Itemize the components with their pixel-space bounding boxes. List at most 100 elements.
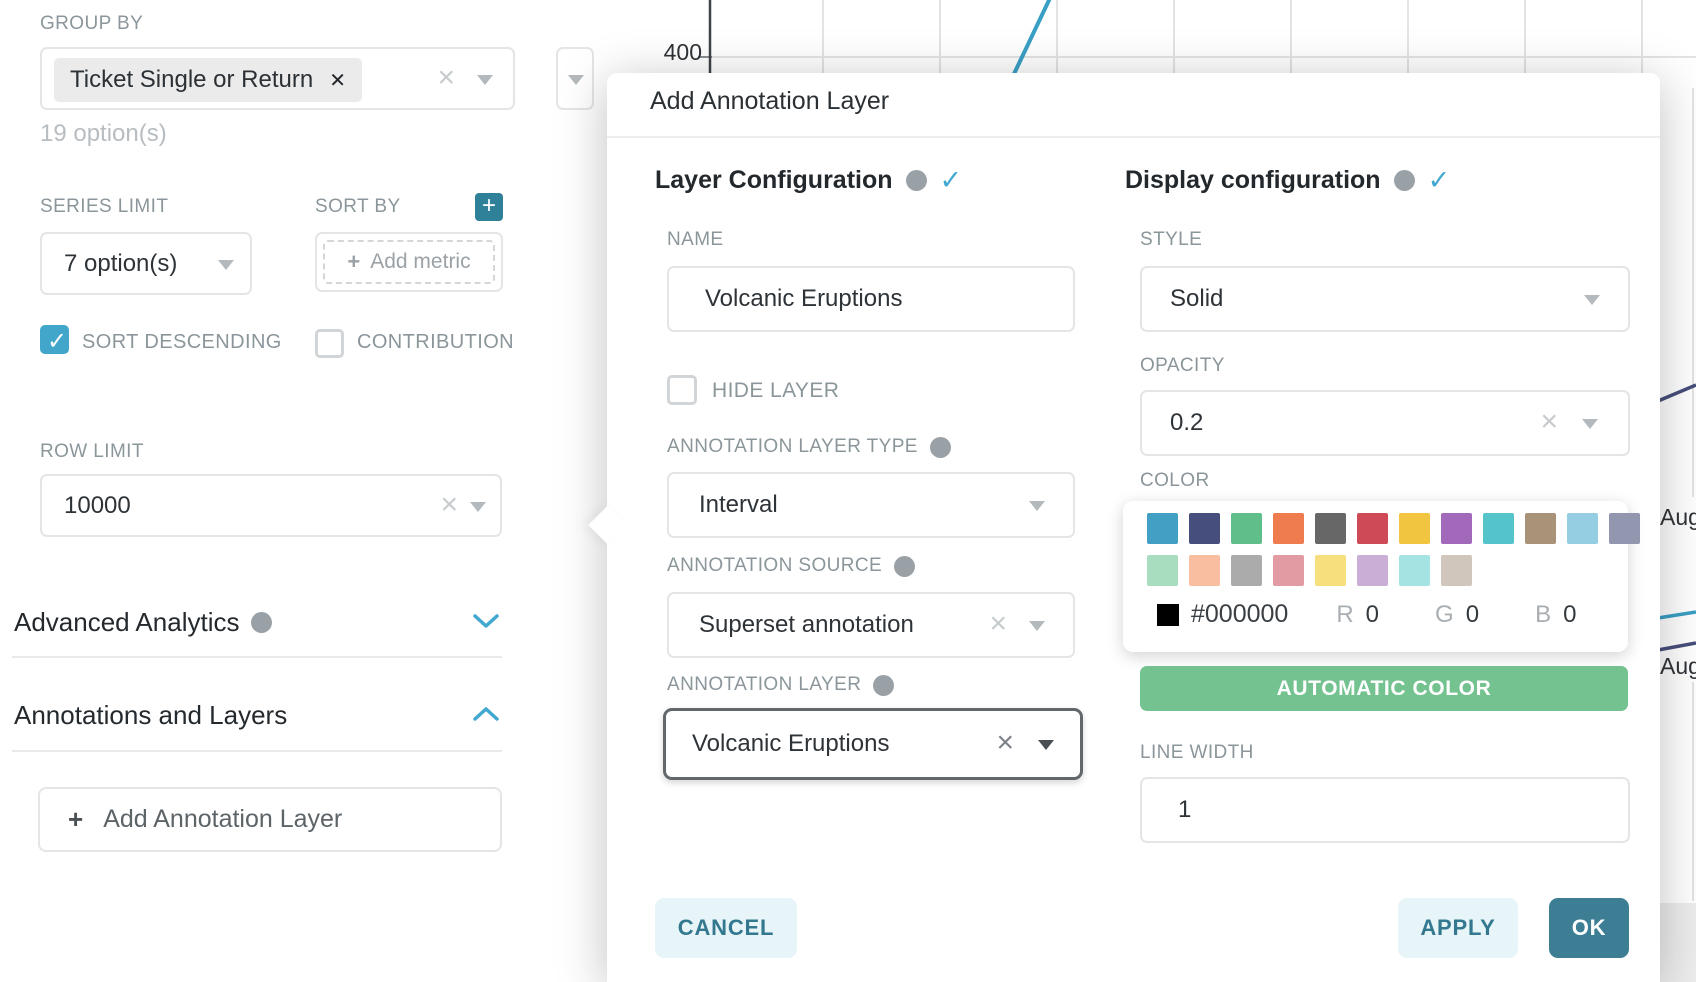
r-value[interactable]: 0 <box>1365 600 1380 628</box>
clear-icon[interactable] <box>437 62 455 92</box>
selected-color-square <box>1157 603 1179 626</box>
advanced-analytics-title: Advanced Analytics <box>14 607 240 637</box>
color-swatch[interactable] <box>1189 513 1220 544</box>
apply-button[interactable]: APPLY <box>1398 898 1518 958</box>
color-swatch[interactable] <box>1357 513 1388 544</box>
chevron-up-icon[interactable] <box>472 705 500 723</box>
info-icon[interactable] <box>929 436 951 458</box>
style-label: STYLE <box>1140 229 1203 250</box>
cancel-button[interactable]: CANCEL <box>655 898 797 958</box>
g-value[interactable]: 0 <box>1465 600 1480 628</box>
x-axis-label-aug-2: Aug <box>1660 653 1696 679</box>
color-swatch[interactable] <box>1441 513 1472 544</box>
chevron-down-icon <box>477 74 493 85</box>
color-swatch[interactable] <box>1273 555 1304 586</box>
annotation-source-row: ANNOTATION SOURCE <box>667 555 916 577</box>
hex-value[interactable]: #000000 <box>1191 600 1289 628</box>
contribution-label: CONTRIBUTION <box>357 331 515 353</box>
color-swatch[interactable] <box>1147 555 1178 586</box>
series-limit-value: 7 option(s) <box>64 249 178 277</box>
group-by-tag[interactable]: Ticket Single or Return <box>54 58 362 102</box>
annotation-layer-type-label: ANNOTATION LAYER TYPE <box>667 436 918 457</box>
layer-configuration-title: Layer Configuration <box>655 166 893 194</box>
chevron-down-icon[interactable] <box>472 612 500 630</box>
style-select[interactable]: Solid <box>1140 266 1630 332</box>
sort-descending-checkbox[interactable] <box>40 325 69 356</box>
color-swatch[interactable] <box>1609 513 1640 544</box>
clear-icon[interactable] <box>440 489 458 519</box>
hide-layer-checkbox[interactable] <box>667 375 697 405</box>
color-swatch[interactable] <box>1189 555 1220 586</box>
opacity-value: 0.2 <box>1170 409 1204 436</box>
b-value[interactable]: 0 <box>1563 600 1577 628</box>
info-icon[interactable] <box>1393 170 1415 191</box>
modal-title: Add Annotation Layer <box>650 87 890 115</box>
chevron-down-icon <box>568 74 584 85</box>
clear-icon[interactable] <box>996 728 1014 758</box>
line-width-input[interactable]: 1 <box>1140 777 1630 843</box>
chevron-down-icon[interactable] <box>1038 740 1054 750</box>
r-label: R <box>1336 600 1354 628</box>
annotation-layer-select[interactable]: Volcanic Eruptions <box>663 708 1083 780</box>
color-swatch[interactable] <box>1315 555 1346 586</box>
info-icon[interactable] <box>251 612 273 633</box>
name-value: Volcanic Eruptions <box>705 285 903 312</box>
g-label: G <box>1435 600 1454 628</box>
add-metric-plus-button[interactable] <box>475 193 503 221</box>
annotation-layer-type-select[interactable]: Interval <box>667 472 1075 538</box>
contribution-checkbox[interactable] <box>315 329 344 358</box>
annotations-layers-title: Annotations and Layers <box>14 700 288 730</box>
name-input[interactable]: Volcanic Eruptions <box>667 266 1075 332</box>
annotation-layer-type-value: Interval <box>699 491 778 518</box>
ok-button[interactable]: OK <box>1549 898 1629 958</box>
chevron-down-icon <box>218 259 234 270</box>
display-configuration-title: Display configuration <box>1125 166 1381 194</box>
color-swatch[interactable] <box>1441 555 1472 586</box>
tag-remove-icon[interactable] <box>329 68 346 93</box>
add-annotation-layer-label: Add Annotation Layer <box>103 805 343 833</box>
color-swatch[interactable] <box>1273 513 1304 544</box>
partial-select-fragment[interactable] <box>556 47 594 110</box>
swatch-row-2 <box>1147 555 1472 586</box>
hex-rgb-row: #000000 R 0 G 0 B 0 <box>1157 600 1576 629</box>
color-swatch[interactable] <box>1399 513 1430 544</box>
color-swatch[interactable] <box>1315 513 1346 544</box>
clear-icon[interactable] <box>989 609 1007 639</box>
color-swatch[interactable] <box>1147 513 1178 544</box>
hide-layer-label: HIDE LAYER <box>712 379 840 402</box>
sort-by-dropzone[interactable]: Add metric <box>315 232 503 292</box>
group-by-select[interactable]: Ticket Single or Return <box>40 47 515 110</box>
series-limit-select[interactable]: 7 option(s) <box>40 232 252 295</box>
add-metric-placeholder: Add metric <box>370 250 471 273</box>
layer-configuration-header: Layer Configuration <box>655 165 962 196</box>
color-swatch[interactable] <box>1357 555 1388 586</box>
valid-check-icon <box>1428 165 1451 196</box>
add-annotation-layer-button[interactable]: + Add Annotation Layer <box>38 787 502 852</box>
info-icon[interactable] <box>894 555 916 577</box>
color-swatch[interactable] <box>1567 513 1598 544</box>
annotation-source-select[interactable]: Superset annotation <box>667 592 1075 658</box>
color-swatch[interactable] <box>1231 555 1262 586</box>
color-swatch[interactable] <box>1483 513 1514 544</box>
color-label: COLOR <box>1140 470 1210 491</box>
color-swatch[interactable] <box>1399 555 1430 586</box>
y-axis-tick-label: 400 <box>663 39 702 65</box>
annotation-layer-row: ANNOTATION LAYER <box>667 674 895 696</box>
color-swatch[interactable] <box>1231 513 1262 544</box>
display-configuration-header: Display configuration <box>1125 165 1450 196</box>
opacity-select[interactable]: 0.2 <box>1140 390 1630 456</box>
automatic-color-button[interactable]: AUTOMATIC COLOR <box>1140 666 1628 711</box>
name-label: NAME <box>667 229 724 250</box>
advanced-analytics-header[interactable]: Advanced Analytics <box>14 607 273 638</box>
b-label: B <box>1535 600 1552 628</box>
add-metric-droptarget[interactable]: Add metric <box>323 240 495 284</box>
clear-icon[interactable] <box>1540 407 1558 437</box>
modal-title-divider <box>607 136 1660 138</box>
info-icon[interactable] <box>873 674 895 696</box>
annotation-source-value: Superset annotation <box>699 611 914 638</box>
color-swatch[interactable] <box>1525 513 1556 544</box>
row-limit-select[interactable]: 10000 <box>40 474 502 537</box>
info-icon[interactable] <box>905 170 927 191</box>
